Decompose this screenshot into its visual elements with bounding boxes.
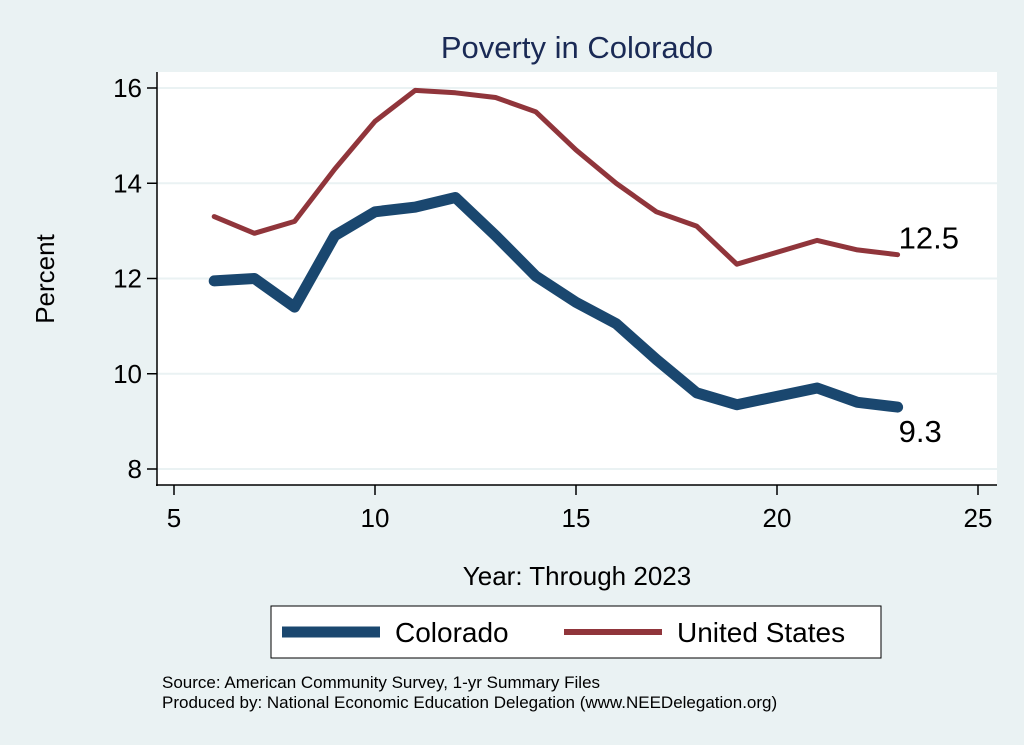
end-labels: 12.5 9.3: [899, 221, 959, 449]
x-axis-ticks: 5 10 15 20 25: [167, 485, 993, 533]
source-note: Source: American Community Survey, 1-yr …: [162, 673, 600, 692]
y-axis-ticks: 8 10 12 14 16: [113, 73, 157, 484]
y-tick-label-12: 12: [113, 264, 142, 294]
x-tick-label-20: 20: [763, 503, 792, 533]
x-tick-label-15: 15: [562, 503, 591, 533]
y-tick-label-16: 16: [113, 73, 142, 103]
series-line-united-states: [211, 87, 901, 267]
end-label-colorado: 9.3: [899, 414, 942, 449]
y-axis-title: Percent: [30, 233, 60, 323]
x-tick-label-10: 10: [361, 503, 390, 533]
legend: Colorado United States: [270, 605, 882, 659]
series-line-colorado: [208, 192, 904, 413]
end-label-united-states: 12.5: [899, 221, 959, 256]
series-lines: [208, 87, 904, 413]
y-tick-label-14: 14: [113, 168, 142, 198]
legend-label-united-states: United States: [677, 617, 845, 648]
x-axis-title: Year: Through 2023: [463, 561, 691, 591]
gridlines: [157, 87, 997, 470]
y-tick-label-10: 10: [113, 359, 142, 389]
y-tick-label-8: 8: [128, 454, 142, 484]
chart-title: Poverty in Colorado: [441, 30, 713, 65]
x-tick-label-5: 5: [167, 503, 181, 533]
produced-by-note: Produced by: National Economic Education…: [162, 693, 777, 712]
x-tick-label-25: 25: [964, 503, 993, 533]
legend-label-colorado: Colorado: [395, 617, 509, 648]
